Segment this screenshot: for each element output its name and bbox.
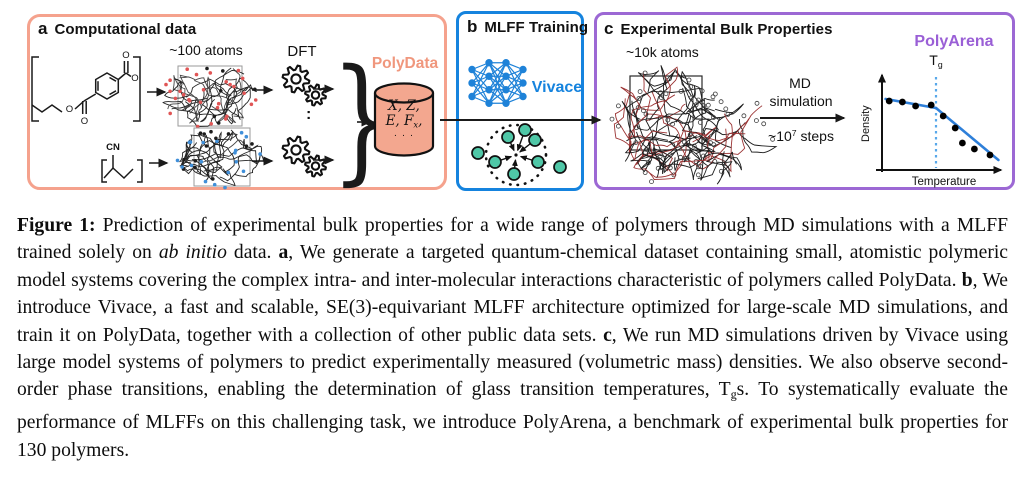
- md-label-line1: MD: [789, 75, 811, 91]
- pet-repeat-unit-structure: O O O O: [31, 50, 141, 127]
- md-label-line2: simulation: [769, 93, 833, 109]
- oxygen-atom-label: O: [131, 73, 138, 84]
- flow-arrows: [147, 84, 846, 168]
- panel-b-title: MLFF Training: [484, 19, 589, 36]
- polyarena-label: PolyArena: [914, 33, 994, 50]
- dft-label: DFT: [287, 43, 317, 60]
- panel-a-title: Computational data: [54, 21, 197, 38]
- atomistic-model-cluster-pet: [162, 65, 258, 129]
- panel-b-letter: b: [467, 17, 478, 36]
- figure-caption: Figure 1: Prediction of experimental bul…: [17, 215, 1009, 461]
- atomistic-model-cluster-pan: [175, 127, 264, 190]
- panel-a-header: a Computational data: [38, 19, 196, 39]
- database-cylinder-icon: [373, 82, 435, 157]
- nitrile-group-label: CN: [106, 142, 120, 153]
- density-vs-temperature-plot: Density Temperature: [860, 73, 1003, 188]
- atoms-10k-label: ~10k atoms: [626, 44, 699, 60]
- neural-network-icon: [468, 59, 527, 107]
- panel-c-header: c Experimental Bulk Properties: [604, 19, 833, 39]
- panel-a-letter: a: [38, 19, 48, 38]
- atoms-100-label: ~100 atoms: [169, 42, 243, 58]
- polydata-label: PolyData: [371, 55, 439, 72]
- polymer-melt-tangle: [609, 65, 778, 185]
- oxygen-atom-label: O: [81, 116, 88, 127]
- vivace-model-label: Vivace: [531, 79, 583, 96]
- cylinder-data-symbols: X, Z, E, Fx,: [385, 98, 423, 130]
- svg-text:Density: Density: [860, 105, 872, 142]
- row-ellipsis-colon: :: [306, 106, 312, 123]
- panel-b-header: b MLFF Training: [467, 17, 588, 37]
- oxygen-atom-label: O: [122, 50, 129, 61]
- panel-c-title: Experimental Bulk Properties: [620, 21, 833, 38]
- pan-repeat-unit-structure: CN: [101, 142, 143, 183]
- cylinder-ellipsis: · · ·: [393, 130, 415, 141]
- glass-transition-tg-label: Tg: [929, 52, 943, 70]
- atomic-graph-cutoff-icon: [471, 123, 567, 187]
- svg-text:Temperature: Temperature: [912, 176, 977, 188]
- md-steps-label: ~107 steps: [768, 128, 834, 144]
- panel-c-letter: c: [604, 19, 614, 38]
- oxygen-atom-label: O: [66, 104, 73, 115]
